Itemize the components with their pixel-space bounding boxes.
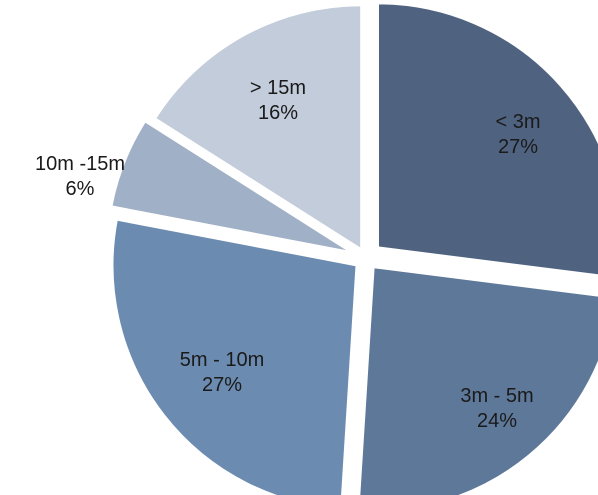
slice-category-label: > 15m [250,77,306,99]
pie-slices [110,2,598,495]
slice-label: 5m - 10m 27% [180,349,264,396]
pie-slice [358,266,598,495]
slice-category-label: 10m -15m [35,153,125,175]
slice-label: 3m - 5m 24% [460,385,533,432]
pie-slice [110,119,352,254]
slice-value-label: 24% [477,410,517,432]
pie-slice [377,2,598,277]
slice-label: > 15m 16% [250,77,306,124]
slice-label: < 3m 27% [495,111,540,158]
slice-category-label: 5m - 10m [180,349,264,371]
pie-labels: < 3m 27% 3m - 5m 24% 5m - 10m 27% 10m -15m 6% > … [35,77,541,432]
slice-value-label: 27% [498,136,538,158]
slice-value-label: 6% [66,178,95,200]
slice-value-label: 16% [258,102,298,124]
slice-category-label: 3m - 5m [460,385,533,407]
slice-label: 10m -15m 6% [35,153,125,200]
slice-value-label: 27% [202,374,242,396]
pie-slice [111,218,358,495]
pie-slice [153,4,363,252]
slice-category-label: < 3m [495,111,540,133]
